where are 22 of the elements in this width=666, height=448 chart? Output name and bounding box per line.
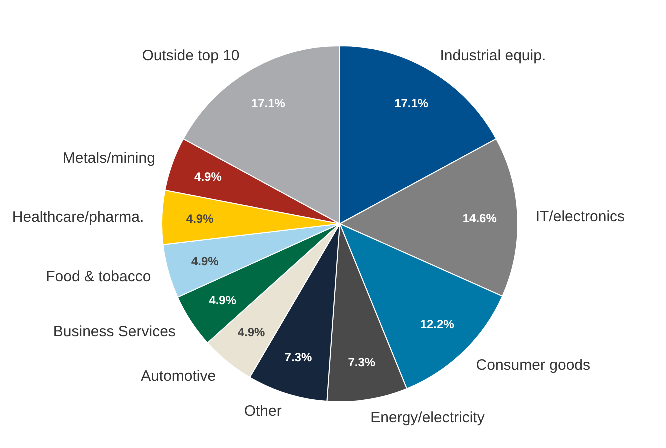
slice-label: Consumer goods bbox=[476, 356, 591, 374]
slice-label: Business Services bbox=[53, 323, 176, 340]
data-label: 7.3% bbox=[348, 355, 376, 370]
slice-label: Industrial equip. bbox=[440, 48, 546, 65]
data-label: 7.3% bbox=[284, 350, 312, 365]
slice-label: Energy/electricity bbox=[370, 410, 486, 427]
data-label: 14.6% bbox=[462, 212, 498, 226]
slice-label: Outside top 10 bbox=[142, 48, 240, 65]
slice-label: Automotive bbox=[141, 368, 216, 385]
data-label: 4.9% bbox=[209, 294, 237, 308]
data-label: 12.2% bbox=[420, 318, 455, 332]
data-label: 4.9% bbox=[186, 212, 214, 226]
slice-label: Other bbox=[244, 403, 282, 420]
slice-label: Metals/mining bbox=[62, 150, 156, 167]
slice-label: IT/electronics bbox=[536, 208, 626, 226]
data-label: 4.9% bbox=[194, 170, 222, 184]
slice-label: Food & tobacco bbox=[46, 268, 152, 286]
data-label: 4.9% bbox=[238, 325, 266, 340]
data-label: 17.1% bbox=[251, 96, 286, 111]
data-label: 17.1% bbox=[394, 96, 429, 111]
slice-label: Healthcare/pharma. bbox=[12, 208, 144, 226]
data-label: 4.9% bbox=[191, 254, 220, 269]
